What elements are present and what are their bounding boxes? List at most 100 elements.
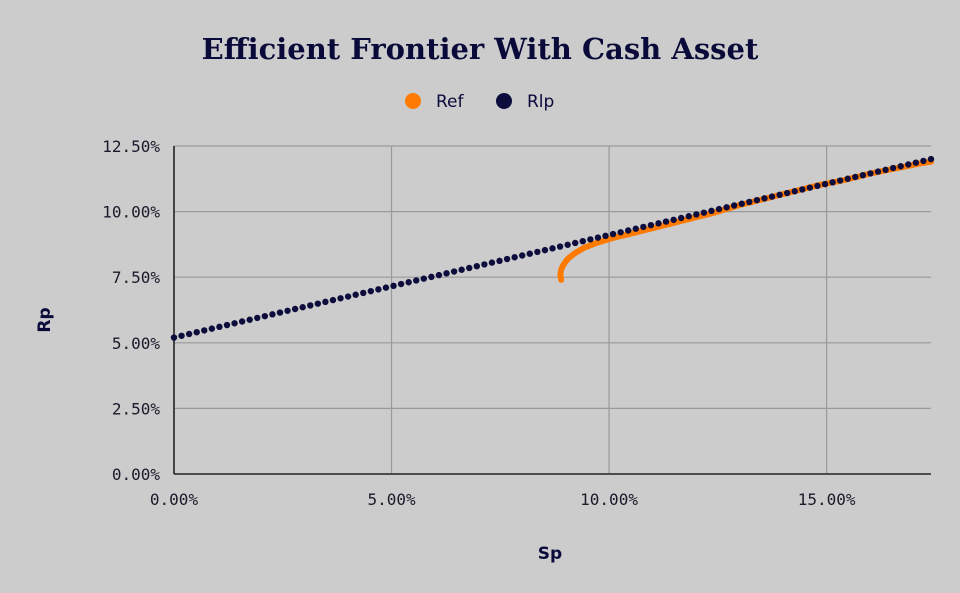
rlp-point (397, 280, 405, 288)
rlp-point (572, 239, 579, 247)
y-axis-title: Rp (35, 307, 55, 332)
rlp-point (738, 200, 745, 207)
rlp-point (920, 157, 927, 165)
rlp-point (677, 214, 685, 222)
y-tick-label: 2.50% (112, 399, 161, 418)
rlp-point (730, 202, 738, 209)
series-ref (557, 158, 934, 283)
rlp-point (223, 321, 231, 329)
rlp-point (889, 164, 897, 172)
rlp-point (344, 293, 352, 300)
y-tick-label: 0.00% (112, 465, 161, 484)
rlp-point (783, 189, 791, 197)
x-tick-label: 0.00% (150, 490, 199, 509)
rlp-point (466, 264, 473, 272)
axes (173, 146, 931, 475)
rlp-point (625, 227, 632, 234)
rlp-point (746, 198, 753, 206)
rlp-point (867, 170, 874, 177)
rlp-point (352, 291, 359, 298)
rlp-point (564, 241, 571, 248)
rlp-point (291, 305, 299, 313)
rlp-point (897, 163, 904, 170)
rlp-point (307, 302, 314, 309)
legend-label-ref: Ref (436, 92, 465, 112)
rlp-point (450, 268, 458, 275)
rlp-point (193, 328, 200, 336)
rlp-point (844, 175, 851, 182)
rlp-point (443, 270, 450, 277)
rlp-point (579, 237, 586, 245)
rlp-point (526, 250, 533, 257)
rlp-point (799, 186, 806, 193)
rlp-point (170, 334, 178, 341)
rlp-point (329, 296, 337, 304)
rlp-point (549, 245, 556, 252)
rlp-point (594, 234, 602, 241)
rlp-point (488, 259, 496, 266)
rlp-point (693, 211, 700, 218)
rlp-point (905, 161, 912, 168)
series-rlp (170, 155, 935, 341)
rlp-point (413, 277, 420, 284)
rlp-point (367, 287, 375, 295)
rlp-point (534, 248, 541, 256)
rlp-point (587, 236, 594, 243)
rlp-point (473, 262, 480, 270)
rlp-point (685, 213, 692, 220)
rlp-point (420, 275, 428, 282)
rlp-point (617, 229, 624, 236)
rlp-point (836, 177, 844, 184)
y-tick-label: 7.50% (112, 268, 161, 287)
rlp-point (700, 209, 708, 216)
rlp-point (254, 314, 261, 322)
chart-title: Efficient Frontier With Cash Asset (202, 32, 759, 66)
rlp-point (337, 295, 344, 302)
rlp-point (284, 307, 291, 314)
rlp-point (708, 207, 715, 215)
rlp-point (216, 323, 223, 331)
rlp-point (647, 221, 655, 229)
rlp-point (269, 311, 276, 318)
rlp-point (662, 218, 670, 225)
rlp-point (481, 261, 488, 268)
y-tick-label: 12.50% (102, 137, 160, 156)
rlp-point (276, 309, 284, 316)
rlp-point (859, 171, 867, 179)
rlp-point (360, 289, 367, 297)
rlp-point (715, 205, 723, 213)
legend-marker-rlp (496, 93, 512, 109)
rlp-point (246, 316, 253, 323)
rlp-point (670, 216, 677, 223)
rlp-point (821, 180, 829, 188)
legend: Ref Rlp (405, 92, 554, 112)
legend-label-rlp: Rlp (527, 92, 554, 112)
rlp-point (556, 243, 564, 250)
rlp-point (503, 255, 511, 263)
tick-labels: 0.00% 2.50% 5.00% 7.50% 10.00% 12.50% 0.00% 5.0… (102, 137, 856, 509)
rlp-point (428, 273, 435, 281)
rlp-point (511, 254, 518, 261)
y-tick-label: 5.00% (112, 334, 161, 353)
rlp-point (829, 179, 836, 186)
rlp-point (655, 220, 662, 227)
rlp-point (814, 182, 821, 190)
grid (174, 145, 931, 474)
rlp-point (435, 271, 443, 279)
rlp-point (231, 320, 238, 327)
rlp-point (178, 332, 185, 339)
rlp-point (776, 191, 783, 199)
rlp-point (609, 230, 617, 238)
rlp-point (761, 195, 768, 202)
rlp-point (382, 284, 390, 291)
rlp-point (753, 196, 761, 204)
rlp-point (261, 312, 269, 320)
rlp-point (806, 184, 814, 191)
rlp-point (314, 300, 322, 307)
rlp-point (238, 318, 246, 325)
rlp-point (519, 252, 526, 259)
series-points (170, 155, 935, 341)
rlp-point (458, 266, 465, 273)
x-tick-label: 15.00% (798, 490, 856, 509)
